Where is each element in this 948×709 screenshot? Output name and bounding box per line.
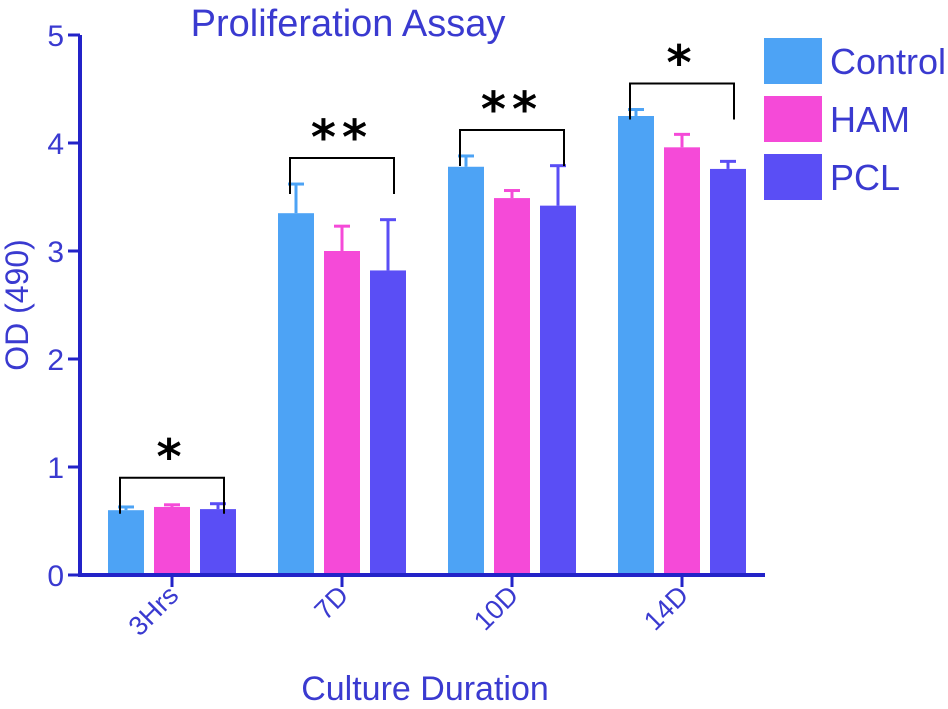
- bar-pcl-14d: [710, 168, 746, 576]
- bar-ham-3hrs: [154, 506, 190, 575]
- bar-pcl-7d: [370, 270, 406, 575]
- legend-label-pcl: PCL: [830, 157, 900, 198]
- significance-marker: *: [666, 36, 697, 92]
- legend-label-ham: HAM: [830, 99, 910, 140]
- bar-control-10d: [448, 166, 484, 575]
- significance-bracket: [289, 157, 395, 195]
- legend-swatch-ham: [764, 96, 822, 142]
- y-tick-label: 0: [47, 560, 64, 593]
- x-tick-label: 7D: [309, 580, 355, 626]
- x-axis-label: Culture Duration: [301, 670, 549, 708]
- error-bars-layer: [118, 108, 736, 511]
- y-tick-label: 4: [47, 128, 64, 161]
- x-tick-label: 3Hrs: [123, 580, 185, 642]
- x-tick-label: 10D: [468, 580, 524, 636]
- y-tick-label: 1: [47, 452, 64, 485]
- y-tick-label: 3: [47, 236, 64, 269]
- significance-bracket: [119, 476, 225, 514]
- bar-pcl-10d: [540, 205, 576, 575]
- significance-marker: **: [481, 82, 543, 138]
- chart-title: Proliferation Assay: [191, 3, 506, 45]
- bar-control-14d: [618, 116, 654, 575]
- significance-layer: ******: [119, 36, 735, 514]
- legend-swatch-pcl: [764, 154, 822, 200]
- significance-bracket: [459, 128, 565, 166]
- legend-label-control: Control: [830, 41, 946, 82]
- significance-bracket: [629, 82, 735, 120]
- significance-marker: *: [156, 430, 187, 486]
- bar-ham-7d: [324, 251, 360, 575]
- bars-layer: [108, 116, 746, 576]
- legend-swatch-control: [764, 38, 822, 84]
- legend: Control HAM PCL: [764, 38, 946, 200]
- axes-layer: [78, 35, 765, 577]
- x-tick-label: 14D: [638, 580, 694, 636]
- bar-control-3hrs: [108, 510, 144, 575]
- bar-pcl-3hrs: [200, 509, 236, 575]
- bar-control-7d: [278, 213, 314, 575]
- y-tick-label: 5: [47, 20, 64, 53]
- bar-ham-14d: [664, 147, 700, 575]
- y-axis-label: OD (490): [0, 239, 35, 371]
- significance-marker: **: [311, 110, 373, 166]
- y-tick-label: 2: [47, 344, 64, 377]
- bar-ham-10d: [494, 198, 530, 575]
